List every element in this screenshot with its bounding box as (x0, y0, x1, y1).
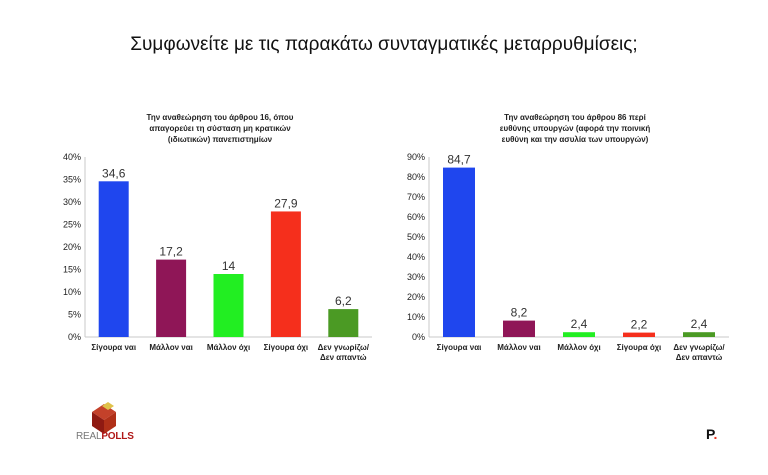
logo-polls: POLLS (101, 431, 134, 442)
category-label: Σίγουρα όχι (264, 343, 309, 352)
y-tick-label: 80% (407, 172, 425, 182)
realpolls-logo-icon (92, 402, 116, 434)
y-tick-label: 10% (407, 312, 425, 322)
chart-2-title-line: ευθύνης υπουργών (αφορά την ποινική (499, 124, 651, 133)
y-tick-label: 70% (407, 192, 425, 202)
data-label: 2,4 (691, 317, 708, 331)
chart-2-title: Την αναθεώρηση του άρθρου 86 περί ευθύνη… (440, 112, 710, 145)
category-label: Σίγουρα ναι (91, 343, 136, 352)
y-tick-label: 60% (407, 212, 425, 222)
category-label: Δεν γνωρίζω/ (318, 343, 370, 352)
chart-2-title-line: Την αναθεώρηση του άρθρου 86 περί (504, 113, 646, 122)
chart-2-ministers-responsibility: 0% 10% 20% 30% 40% 50% 60% 70% 80% 90% 84,7 Σίγουρα… (407, 152, 729, 362)
y-tick-label: 20% (407, 292, 425, 302)
y-tick-label: 20% (63, 242, 81, 252)
data-label: 34,6 (102, 166, 126, 180)
publisher-logo: P. (706, 426, 717, 442)
publisher-logo-dot: . (713, 426, 718, 442)
y-tick-label: 5% (68, 310, 81, 320)
category-label: Δεν γνωρίζω/ (673, 343, 725, 352)
category-label: Σίγουρα όχι (617, 343, 662, 352)
chart-1-title: Την αναθεώρηση του άρθρου 16, όπου απαγο… (90, 112, 350, 145)
chart-1-title-line: Την αναθεώρηση του άρθρου 16, όπου (146, 113, 294, 122)
y-tick-label: 50% (407, 232, 425, 242)
data-label: 17,2 (159, 245, 183, 259)
data-label: 8,2 (511, 306, 528, 320)
data-label: 27,9 (274, 196, 298, 210)
y-tick-label: 15% (63, 265, 81, 275)
chart-1-private-universities: 0% 5% 10% 15% 20% 25% 30% 35% 40% 34,6 Σίγουρα ναι… (63, 152, 372, 362)
chart-1-title-line: απαγορεύει τη σύσταση μη κρατικών (149, 124, 291, 133)
category-label: Δεν απαντώ (320, 353, 367, 362)
category-label: Μάλλον όχι (207, 343, 250, 352)
realpolls-logo-text: REALPOLLS (76, 431, 134, 442)
category-label: Μάλλον όχι (557, 343, 600, 352)
data-label: 84,7 (447, 153, 471, 167)
data-label: 14 (222, 259, 236, 273)
category-label: Δεν απαντώ (676, 353, 723, 362)
bar (156, 259, 187, 337)
y-tick-label: 40% (407, 252, 425, 262)
bar (328, 309, 359, 337)
y-tick-label: 40% (63, 152, 81, 162)
y-tick-label: 10% (63, 287, 81, 297)
y-tick-label: 30% (63, 197, 81, 207)
chart-1-title-line: (ιδιωτικών) πανεπιστημίων (167, 135, 273, 144)
data-label: 2,4 (571, 317, 588, 331)
y-tick-label: 35% (63, 175, 81, 185)
data-label: 2,2 (631, 318, 648, 332)
y-tick-label: 90% (407, 152, 425, 162)
bar (98, 181, 129, 337)
y-tick-label: 0% (68, 332, 81, 342)
bar (270, 211, 301, 337)
publisher-logo-letter: P (706, 426, 714, 442)
category-label: Μάλλον ναι (149, 343, 193, 352)
bar (683, 332, 715, 337)
bar (443, 167, 475, 337)
category-label: Μάλλον ναι (497, 343, 541, 352)
chart-2-title-line: ευθύνη και την ασυλία των υπουργών) (501, 135, 649, 144)
bar (563, 332, 595, 337)
bar (503, 320, 535, 337)
logo-real: REAL (76, 431, 102, 442)
bar (213, 274, 244, 337)
page-title: Συμφωνείτε με τις παρακάτω συνταγματικές… (130, 34, 638, 55)
y-tick-label: 0% (412, 332, 425, 342)
y-tick-label: 30% (407, 272, 425, 282)
data-label: 6,2 (335, 294, 352, 308)
category-label: Σίγουρα ναι (437, 343, 482, 352)
bar (623, 332, 655, 337)
y-tick-label: 25% (63, 220, 81, 230)
